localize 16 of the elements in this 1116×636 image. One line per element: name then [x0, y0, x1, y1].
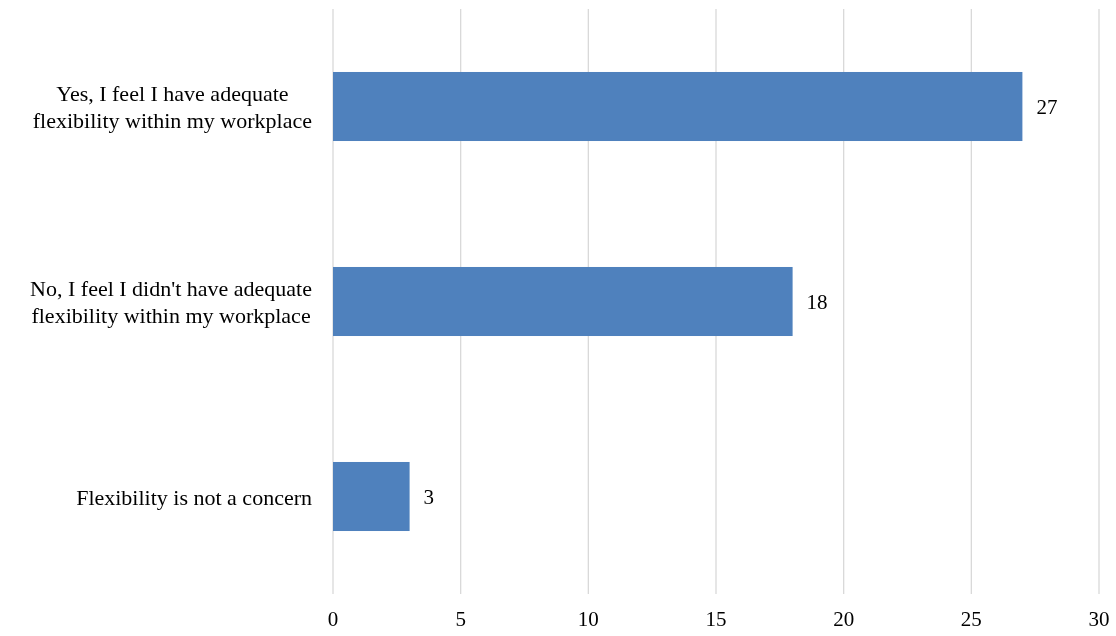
x-tick-label: 25 — [960, 607, 982, 631]
x-tick-label: 10 — [577, 607, 599, 631]
x-tick-label: 20 — [833, 607, 855, 631]
y-tick-label: Yes, I feel I have adequate flexibility within my workplace — [32, 80, 313, 133]
data-label: 27 — [1036, 94, 1058, 119]
bar — [333, 266, 793, 337]
x-tick-label: 30 — [1088, 607, 1110, 631]
x-tick-label: 15 — [705, 607, 727, 631]
bar — [333, 461, 410, 532]
data-label: 3 — [423, 484, 435, 509]
data-label: 18 — [806, 289, 828, 314]
bar — [333, 71, 1023, 142]
y-tick-label: No, I feel I didn't have adequate flexibility within my workplace — [30, 275, 312, 328]
x-tick-label: 5 — [455, 607, 466, 631]
y-tick-label: Flexibility is not a concern — [76, 484, 313, 509]
x-tick-label: 0 — [327, 607, 339, 631]
